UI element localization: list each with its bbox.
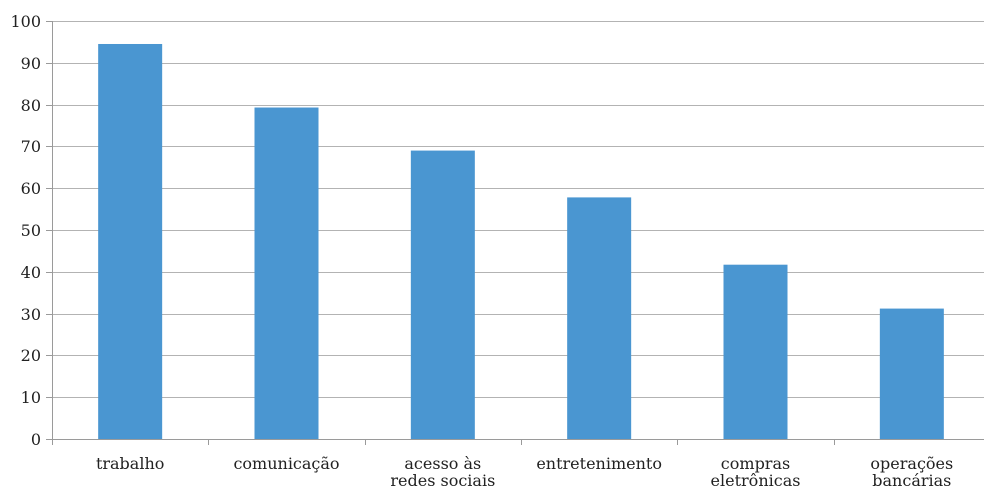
y-tick-label: 90 <box>21 54 41 73</box>
bar <box>98 43 163 440</box>
x-category-label: trabalho <box>96 454 164 473</box>
y-axis-ticks: 0 10 20 30 40 50 60 70 80 90 100 <box>10 12 52 449</box>
y-tick-label: 50 <box>21 221 41 240</box>
x-category-label: acesso às <box>404 454 481 473</box>
bar <box>723 264 788 439</box>
y-tick-label: 100 <box>10 12 41 31</box>
x-category-label: operações <box>870 454 953 473</box>
x-category-label: entretenimento <box>536 454 662 473</box>
x-category-label: compras <box>721 454 790 473</box>
y-tick-label: 40 <box>21 263 41 282</box>
y-tick-label: 10 <box>21 388 41 407</box>
bars <box>98 43 944 440</box>
y-tick-label: 0 <box>31 430 41 449</box>
y-tick-label: 20 <box>21 346 41 365</box>
y-tick-label: 60 <box>21 179 41 198</box>
y-tick-label: 30 <box>21 305 41 324</box>
x-category-label: bancárias <box>872 471 951 488</box>
bar <box>879 308 944 439</box>
y-tick-label: 70 <box>21 137 41 156</box>
y-tick-label: 80 <box>21 96 41 115</box>
bar <box>567 197 632 439</box>
gridlines <box>52 21 984 398</box>
axes <box>52 21 984 445</box>
x-category-label: comunicação <box>233 454 339 473</box>
bar <box>254 107 319 439</box>
bar <box>410 150 475 439</box>
x-category-label: eletrônicas <box>711 471 801 488</box>
x-category-label: redes sociais <box>390 471 495 488</box>
